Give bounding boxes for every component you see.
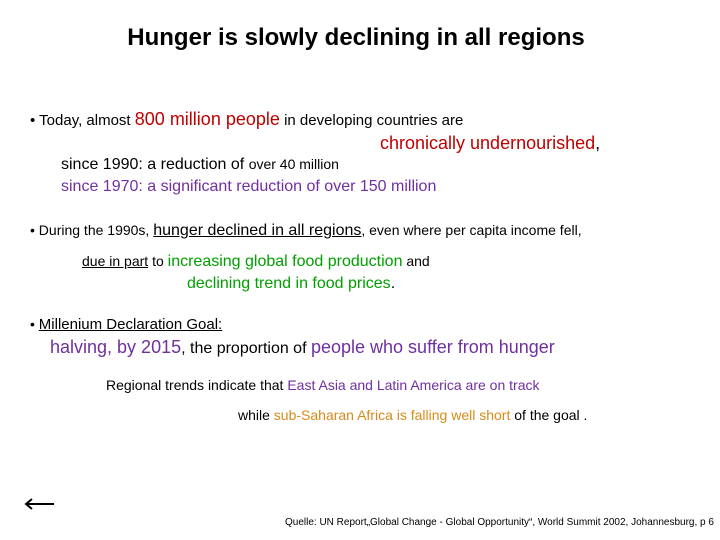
since-1990-line: since 1990: a reduction of over 40 milli… — [61, 156, 339, 173]
back-arrow-icon[interactable] — [22, 495, 56, 513]
hunger-declined-highlight: hunger declined in all regions — [153, 222, 362, 239]
goal-line: halving, by 2015, the proportion of peop… — [50, 337, 555, 357]
food-production-highlight: increasing global food production — [167, 253, 403, 270]
due-in-part-line: due in part to increasing global food pr… — [82, 253, 430, 270]
chronically-undernourished: chronically undernourished, — [380, 133, 601, 153]
today-lead: Today, almost — [39, 112, 131, 129]
bullet-millenium: • Millenium Declaration Goal: — [30, 316, 223, 333]
africa-line: while sub-Saharan Africa is falling well… — [238, 407, 588, 423]
slide-title: Hunger is slowly declining in all region… — [127, 24, 585, 51]
since-1970-line: since 1970: a significant reduction of o… — [61, 178, 437, 195]
regional-trends-line: Regional trends indicate that East Asia … — [106, 377, 540, 393]
bullet-marker: • — [30, 112, 36, 129]
bullet-today: • Today, almost 800 million people in de… — [30, 109, 463, 130]
source-citation: Quelle: UN Report„Global Change - Global… — [285, 517, 714, 528]
east-asia-highlight: East Asia and Latin America are on track — [287, 377, 540, 393]
millenium-heading: Millenium Declaration Goal: — [38, 316, 223, 333]
bullet-1990s: • During the 1990s, hunger declined in a… — [30, 222, 582, 239]
africa-highlight: sub-Saharan Africa is falling well short — [273, 407, 511, 423]
food-prices-line: declining trend in food prices. — [187, 275, 396, 292]
today-middle: in developing countries are — [284, 112, 464, 129]
highlight-800-million: 800 million people — [134, 109, 280, 129]
